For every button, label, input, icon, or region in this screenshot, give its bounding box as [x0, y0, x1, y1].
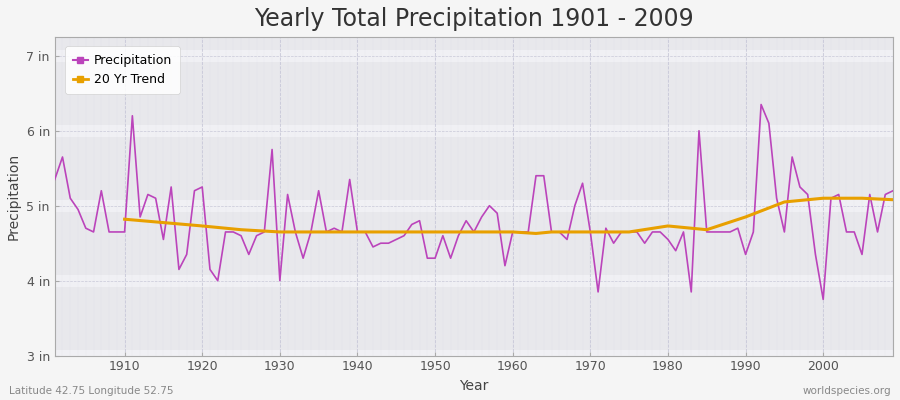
- Y-axis label: Precipitation: Precipitation: [7, 153, 21, 240]
- X-axis label: Year: Year: [459, 379, 489, 393]
- Text: worldspecies.org: worldspecies.org: [803, 386, 891, 396]
- Bar: [55, 350, 893, 362]
- Bar: [55, 200, 893, 212]
- Bar: [55, 50, 893, 62]
- Title: Yearly Total Precipitation 1901 - 2009: Yearly Total Precipitation 1901 - 2009: [254, 7, 694, 31]
- Legend: Precipitation, 20 Yr Trend: Precipitation, 20 Yr Trend: [65, 46, 180, 94]
- Bar: [55, 275, 893, 287]
- Text: Latitude 42.75 Longitude 52.75: Latitude 42.75 Longitude 52.75: [9, 386, 174, 396]
- Bar: [55, 125, 893, 137]
